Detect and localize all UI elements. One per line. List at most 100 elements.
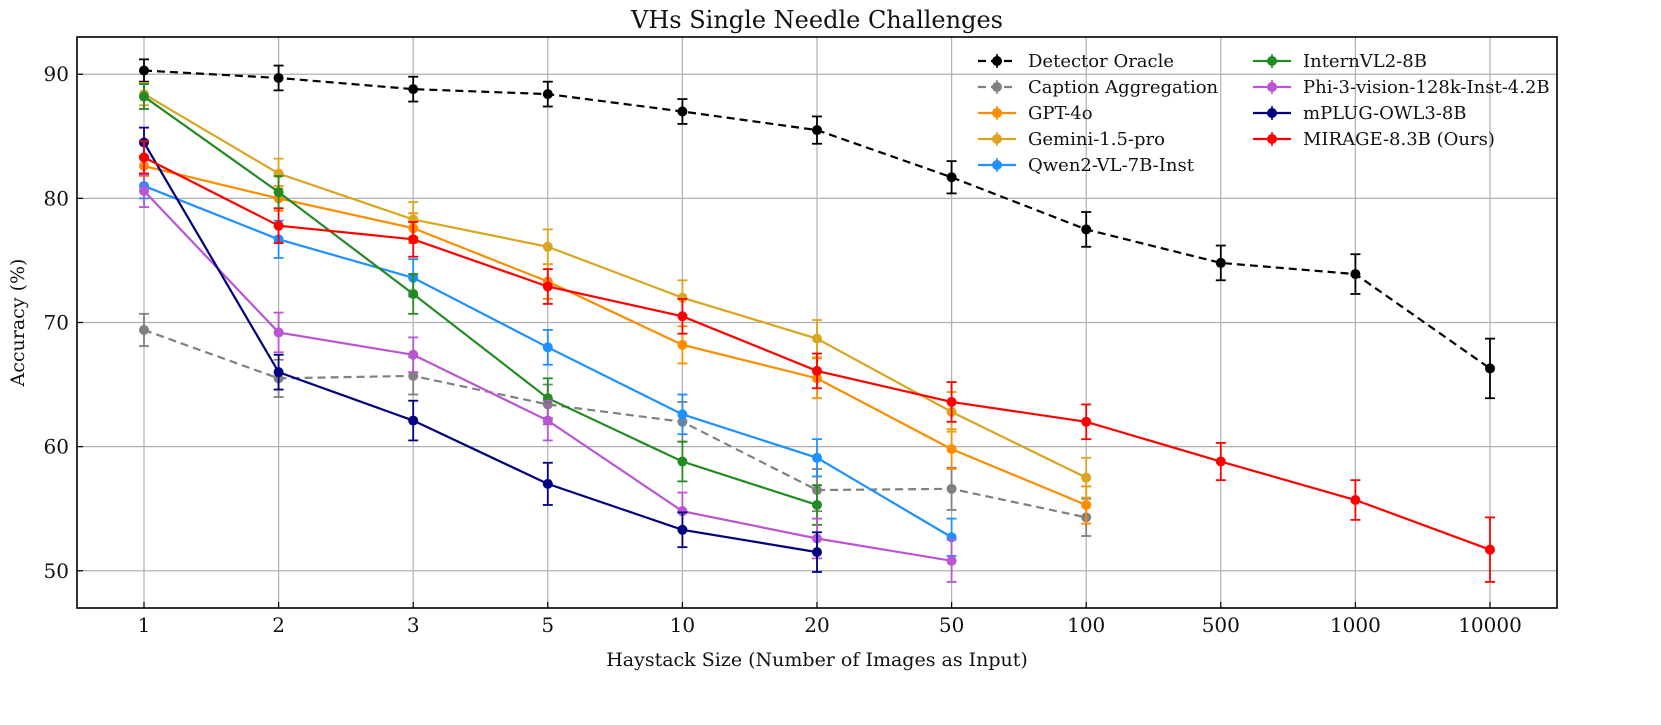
- data-point: [273, 367, 284, 378]
- series-line: [143, 141, 818, 554]
- data-point: [139, 91, 149, 102]
- x-tick-label: 10000: [1458, 613, 1522, 637]
- data-point: [677, 339, 688, 350]
- series-line: [143, 328, 1087, 519]
- axis-ticks: 1 2 3 5 10 20 50 100 500 1000 10000 50 60 70 80 90: [44, 62, 1522, 637]
- data-point: [812, 365, 822, 376]
- data-point: [1215, 456, 1226, 467]
- legend-item-gemini-1-5-pro: Gemini-1.5-pro: [978, 129, 1165, 150]
- data-point: [408, 234, 419, 245]
- series-mplug-owl3-8b: [139, 126, 822, 573]
- x-tick-label: 2: [272, 613, 285, 637]
- x-tick-label: 100: [1067, 613, 1105, 637]
- legend-marker: [992, 82, 1002, 92]
- legend-label: Caption Aggregation: [1028, 77, 1219, 98]
- data-point: [946, 483, 957, 494]
- data-point: [542, 281, 553, 292]
- data-point: [1485, 544, 1495, 555]
- legend-item-gpt-4o: GPT-4o: [978, 103, 1093, 124]
- data-point: [1485, 363, 1495, 374]
- data-point: [542, 241, 553, 252]
- data-point: [273, 327, 284, 338]
- data-point: [408, 415, 419, 426]
- series-line: [143, 165, 1087, 506]
- data-point: [139, 65, 149, 76]
- legend-marker: [1267, 134, 1277, 144]
- legend-item-internvl2-8b: InternVL2-8B: [1253, 51, 1427, 72]
- legend-label: InternVL2-8B: [1303, 51, 1427, 72]
- legend-marker: [1267, 82, 1277, 92]
- data-point: [812, 452, 822, 463]
- legend-item-phi-3-vision-128k-inst-4-2b: Phi-3-vision-128k-Inst-4.2B: [1253, 77, 1550, 98]
- series-line: [143, 93, 1087, 479]
- x-tick-label: 5: [541, 613, 554, 637]
- data-point: [1081, 224, 1092, 235]
- y-tick-label: 50: [44, 559, 69, 583]
- data-point: [946, 172, 957, 183]
- x-tick-label: 50: [939, 613, 964, 637]
- series-internvl2-8b: [139, 83, 822, 526]
- data-point: [812, 125, 822, 136]
- legend-label: Phi-3-vision-128k-Inst-4.2B: [1303, 77, 1550, 98]
- legend-item-mirage-8-3b-ours: MIRAGE-8.3B (Ours): [1253, 129, 1495, 150]
- legend-marker: [1267, 56, 1277, 66]
- data-point: [677, 311, 688, 322]
- data-point: [139, 185, 149, 196]
- legend-label: Qwen2-VL-7B-Inst: [1028, 155, 1195, 176]
- data-point: [677, 456, 688, 467]
- data-point: [408, 84, 419, 95]
- data-point: [1081, 472, 1092, 483]
- data-point: [273, 72, 284, 83]
- data-point: [139, 152, 149, 163]
- x-tick-label: 500: [1202, 613, 1240, 637]
- data-point: [677, 524, 688, 535]
- data-point: [408, 349, 419, 360]
- series-gpt-4o: [139, 155, 1092, 525]
- x-tick-label: 20: [804, 613, 829, 637]
- x-tick-label: 1: [138, 613, 151, 637]
- legend-item-detector-oracle: Detector Oracle: [978, 51, 1174, 72]
- data-point: [542, 478, 553, 489]
- data-point: [1350, 495, 1361, 506]
- data-point: [677, 292, 688, 303]
- y-tick-label: 80: [44, 186, 69, 210]
- data-point: [1215, 257, 1226, 268]
- legend-item-qwen2-vl-7b-inst: Qwen2-VL-7B-Inst: [978, 155, 1195, 176]
- legend-marker: [992, 108, 1002, 118]
- data-point: [812, 499, 822, 510]
- x-tick-label: 10: [670, 613, 695, 637]
- data-point: [408, 288, 419, 299]
- data-point: [1081, 499, 1092, 510]
- x-tick-label: 3: [407, 613, 420, 637]
- x-axis-label: Haystack Size (Number of Images as Input…: [606, 649, 1028, 671]
- legend-item-caption-aggregation: Caption Aggregation: [978, 77, 1219, 98]
- data-point: [812, 547, 822, 558]
- legend-label: GPT-4o: [1028, 103, 1093, 124]
- chart-title: VHs Single Needle Challenges: [630, 6, 1003, 34]
- legend: Detector Oracle Caption Aggregation GPT-4o…: [978, 51, 1550, 176]
- legend-marker: [992, 56, 1002, 66]
- data-point: [677, 409, 688, 420]
- data-point: [273, 220, 284, 231]
- data-point: [542, 415, 553, 426]
- series-gemini-1-5-pro: [139, 82, 1092, 499]
- data-point: [946, 444, 957, 455]
- data-point: [408, 370, 419, 381]
- y-axis-label: Accuracy (%): [7, 259, 29, 388]
- series-caption-aggregation: [139, 312, 1092, 537]
- data-point: [1081, 416, 1092, 427]
- legend-marker: [992, 160, 1002, 170]
- series-detector-oracle: [139, 58, 1495, 400]
- data-point: [946, 396, 957, 407]
- data-point: [946, 555, 957, 566]
- x-tick-label: 1000: [1330, 613, 1381, 637]
- data-point: [273, 187, 284, 198]
- data-point: [542, 342, 553, 353]
- data-point: [542, 89, 553, 100]
- series-layer: [139, 58, 1495, 583]
- y-tick-label: 70: [44, 311, 69, 335]
- y-tick-label: 60: [44, 435, 69, 459]
- legend-marker: [992, 134, 1002, 144]
